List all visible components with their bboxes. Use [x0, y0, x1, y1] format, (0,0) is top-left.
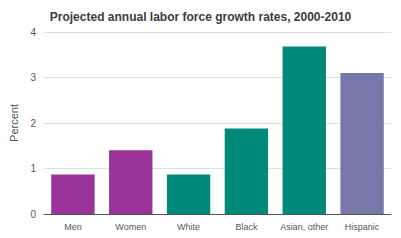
svg-text:Hispanic: Hispanic — [345, 222, 380, 232]
svg-text:0: 0 — [30, 209, 36, 220]
svg-text:Percent: Percent — [8, 104, 20, 142]
svg-text:Asian, other: Asian, other — [280, 222, 328, 232]
svg-text:Women: Women — [115, 222, 146, 232]
svg-text:Projected annual labor force g: Projected annual labor force growth rate… — [50, 10, 352, 24]
svg-text:White: White — [177, 222, 200, 232]
svg-text:1: 1 — [30, 163, 36, 174]
svg-text:Men: Men — [64, 222, 82, 232]
svg-text:3: 3 — [30, 72, 36, 83]
svg-text:4: 4 — [30, 27, 36, 38]
svg-text:Black: Black — [235, 222, 258, 232]
svg-text:2: 2 — [30, 118, 36, 129]
